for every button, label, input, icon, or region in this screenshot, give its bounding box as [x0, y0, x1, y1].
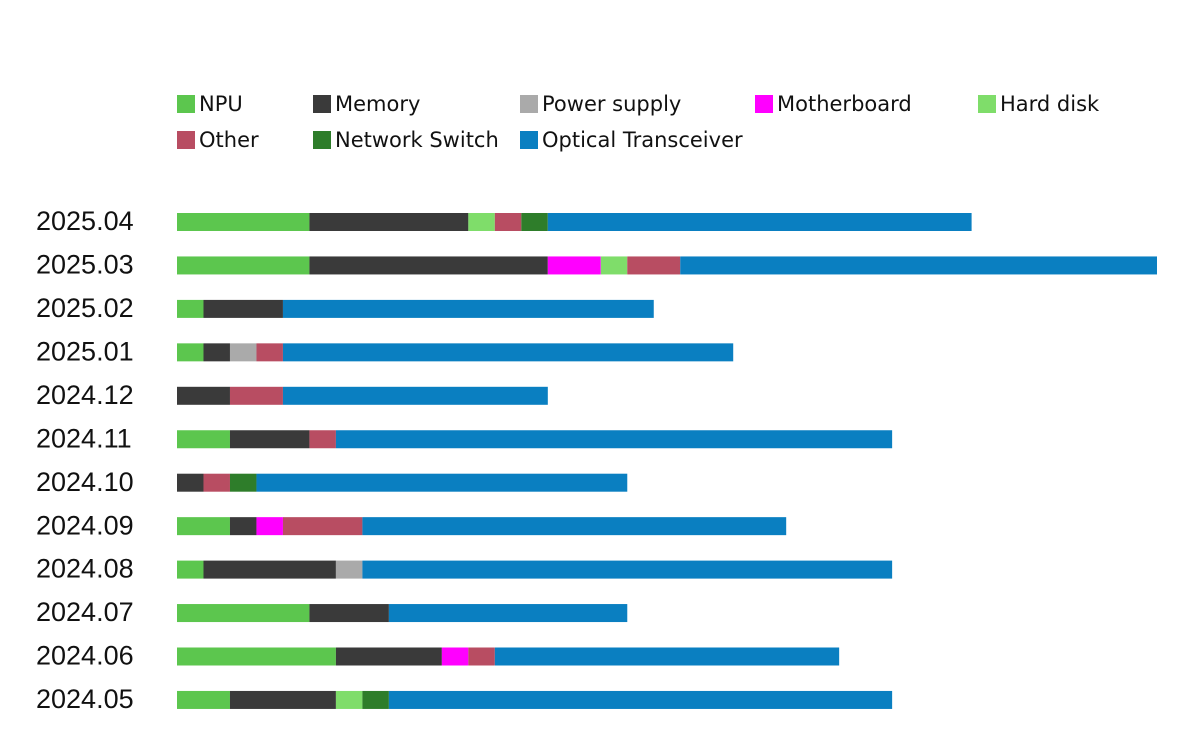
bar-segment	[177, 517, 230, 536]
bar-segment	[177, 604, 310, 623]
bar-segment	[177, 386, 230, 405]
legend-label: NPU	[199, 92, 243, 116]
y-tick-label: 2024.12	[36, 380, 134, 410]
bar-segment	[203, 343, 230, 362]
legend-label: Motherboard	[777, 92, 912, 116]
bar-segment	[309, 430, 336, 449]
y-tick-label: 2025.03	[36, 250, 134, 280]
bar-segment	[177, 647, 336, 666]
legend-swatch	[520, 131, 538, 149]
bar-segment	[256, 517, 283, 536]
y-tick-label: 2024.06	[36, 641, 134, 671]
bar-segment	[388, 690, 893, 709]
bar-segment	[627, 256, 681, 275]
bar-segment	[282, 299, 654, 318]
bar-segment	[309, 213, 469, 231]
bar-segment	[229, 473, 257, 492]
bar-segment	[388, 604, 628, 623]
bar-segment	[362, 560, 893, 579]
bar-segment	[177, 690, 230, 709]
y-tick-label: 2024.05	[36, 684, 134, 714]
bar-segment	[282, 517, 363, 536]
bar-segment	[468, 647, 495, 666]
bar-segment	[335, 560, 363, 579]
bar-segment	[494, 213, 522, 231]
bar-segment	[521, 213, 548, 231]
bar-segment	[229, 690, 336, 709]
bar-segment	[256, 343, 283, 362]
y-tick-label: 2024.07	[36, 597, 134, 627]
legend-swatch	[978, 95, 996, 113]
bar-segment	[309, 256, 548, 275]
bar-segment	[177, 560, 204, 579]
y-tick-label: 2025.04	[36, 206, 134, 236]
bar-segment	[256, 473, 628, 492]
bar-segment	[203, 299, 283, 318]
bar-segment	[177, 343, 204, 362]
legend-swatch	[177, 95, 195, 113]
y-tick-label: 2024.10	[36, 467, 134, 497]
bar-segment	[547, 256, 601, 275]
bar-segment	[494, 647, 840, 666]
y-tick-label: 2024.09	[36, 510, 134, 540]
bar-segment	[203, 473, 230, 492]
bar-segment	[468, 213, 495, 231]
bar-segment	[441, 647, 469, 666]
legend-swatch	[520, 95, 538, 113]
bar-segment	[229, 517, 257, 536]
bar-segment	[177, 256, 310, 275]
bar-segment	[362, 517, 787, 536]
legend-label: Power supply	[542, 92, 681, 116]
bar-segment	[177, 299, 204, 318]
bar-segment	[335, 690, 363, 709]
bar-segment	[362, 690, 389, 709]
legend-swatch	[313, 95, 331, 113]
y-tick-label: 2024.11	[36, 423, 132, 453]
bar-segment	[229, 430, 310, 449]
bar-segment	[335, 647, 442, 666]
bar-segment	[229, 343, 257, 362]
legend-label: Other	[199, 128, 259, 152]
legend-label: Network Switch	[335, 128, 499, 152]
y-tick-label: 2024.08	[36, 554, 134, 584]
legend-label: Hard disk	[1000, 92, 1100, 116]
legend-label: Optical Transceiver	[542, 128, 743, 152]
bar-segment	[177, 213, 310, 231]
legend-swatch	[755, 95, 773, 113]
y-tick-label: 2025.01	[36, 336, 134, 366]
bar-segment	[335, 430, 893, 449]
bar-segment	[203, 560, 336, 579]
bar-segment	[177, 430, 230, 449]
y-tick-label: 2025.02	[36, 293, 134, 323]
bar-segment	[309, 604, 389, 623]
bar-segment	[600, 256, 628, 275]
bar-segment	[229, 386, 283, 405]
legend-label: Memory	[335, 92, 420, 116]
legend-swatch	[177, 131, 195, 149]
legend-swatch	[313, 131, 331, 149]
bar-segment	[282, 343, 734, 362]
bar-segment	[177, 473, 204, 492]
bar-segment	[282, 386, 548, 405]
bar-segment	[547, 213, 972, 231]
bar-segment	[680, 256, 1157, 275]
